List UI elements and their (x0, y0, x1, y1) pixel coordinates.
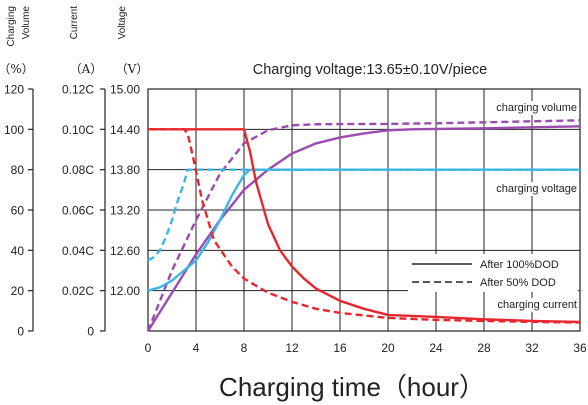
voltage-curve-100dod (147, 168, 580, 292)
voltage-label-background (493, 182, 579, 196)
x-tick-label: 16 (333, 341, 347, 355)
y-axis-unit: （%） (0, 62, 34, 76)
x-tick-label: 0 (145, 341, 152, 355)
x-tick-label: 8 (241, 341, 248, 355)
voltage-curve-label: charging voltage (496, 183, 577, 195)
y-tick-label: 0.06C (62, 204, 94, 218)
current-curve-50dod (148, 128, 581, 324)
y-tick-label: 100 (4, 123, 24, 137)
volume-curve-50dod (146, 119, 581, 332)
y-tick-label: 120 (4, 83, 24, 97)
y-tick-label: 40 (11, 244, 25, 258)
x-tick-label: 28 (477, 341, 491, 355)
x-tick-label: 36 (573, 341, 587, 355)
y-tick-label: 14.40 (110, 123, 140, 137)
y-tick-label: 80 (11, 163, 25, 177)
x-tick-label: 20 (381, 341, 395, 355)
current-label-background (494, 298, 579, 312)
x-tick-label: 32 (525, 341, 539, 355)
y-axis-unit: （A） (70, 62, 103, 76)
y-axis-title: Voltage (117, 6, 128, 40)
axes-frame: 0 4 8 12 16 20 24 28 32 36 120 100 80 60 40 20 0 （%） 0.12C… (0, 6, 587, 355)
y-tick-label: 20 (11, 284, 25, 298)
curves-layer (146, 119, 581, 332)
y-tick-label: 0.10C (62, 123, 94, 137)
y-tick-label: 12.60 (110, 244, 140, 258)
x-tick-label: 4 (193, 341, 200, 355)
x-tick-label: 24 (429, 341, 443, 355)
current-curve-100dod (148, 128, 581, 324)
volume-curve-100dod (146, 125, 581, 332)
y-axis-title: Charging (6, 6, 17, 47)
y-tick-label: 0 (17, 325, 24, 339)
y-tick-label: 0 (87, 325, 94, 339)
x-axis-title: Charging time（hour） (219, 372, 485, 402)
x-tick-label: 12 (285, 341, 299, 355)
volume-curve-label: charging volume (496, 102, 577, 114)
current-curve-label: charging current (498, 299, 578, 311)
y-axis-unit: （V） (116, 62, 149, 76)
chart-title: Charging voltage:13.65±0.10V/piece (253, 62, 488, 78)
y-tick-label: 0.04C (62, 244, 94, 258)
y-tick-label: 60 (11, 204, 25, 218)
y-tick-label: 0.12C (62, 83, 94, 97)
legend-label: After 100%DOD (480, 259, 559, 271)
legend-label: After 50% DOD (480, 277, 556, 289)
y-axis-title: Current (69, 6, 80, 40)
legend-background (408, 254, 578, 292)
y-tick-label: 12.00 (110, 284, 140, 298)
y-tick-label: 13.80 (110, 163, 140, 177)
y-axis-title: Volume (21, 6, 32, 40)
y-tick-label: 15.00 (110, 83, 140, 97)
voltage-curve-50dod (147, 168, 580, 262)
labels-layer: charging volume charging voltage charging … (408, 101, 579, 312)
volume-label-background (493, 101, 579, 115)
y-tick-label: 0.08C (62, 163, 94, 177)
y-tick-label: 0.02C (62, 284, 94, 298)
y-tick-label: 13.20 (110, 204, 140, 218)
